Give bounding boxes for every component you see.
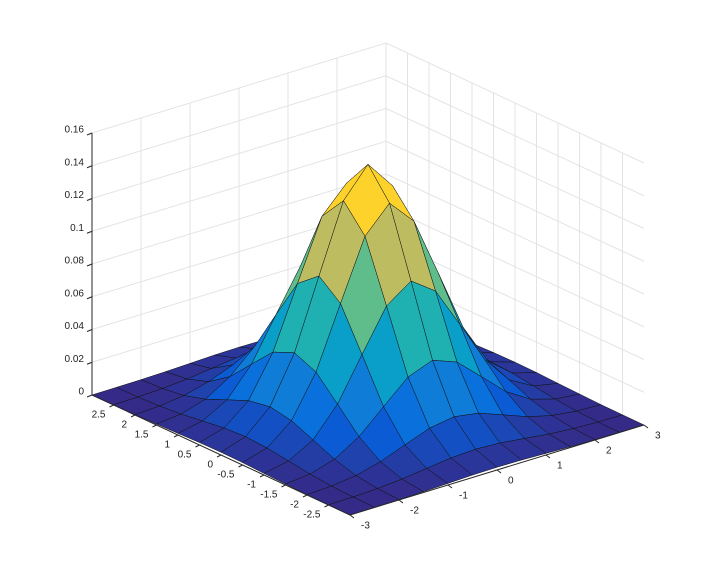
x-tick-label: 3 (655, 431, 661, 442)
x-tick-label: -1 (459, 491, 468, 502)
y-tick (152, 424, 157, 428)
y-tick-label: 0.5 (178, 450, 192, 461)
y-tick (195, 444, 200, 448)
z-tick (86, 165, 93, 169)
y-tick-label: 2.5 (92, 410, 106, 421)
y-tick (259, 474, 265, 478)
y-tick-label: 1.5 (135, 430, 149, 441)
z-tick-label: 0.08 (65, 256, 85, 267)
y-tick-label: -2 (290, 500, 299, 511)
z-tick (86, 263, 93, 267)
x-tick (545, 454, 551, 459)
x-tick (594, 439, 600, 444)
x-tick (398, 499, 404, 504)
z-tick-label: 0.06 (65, 288, 85, 299)
z-tick (86, 394, 93, 398)
z-tick-label: 0.1 (70, 223, 84, 234)
y-tick (324, 504, 329, 508)
x-tick-label: -3 (361, 521, 370, 532)
z-tick (86, 132, 93, 136)
y-tick-label: 1 (164, 440, 170, 451)
y-tick (109, 404, 114, 408)
y-tick-label: -2.5 (303, 510, 321, 521)
x-tick (349, 514, 355, 519)
z-tick (86, 361, 93, 365)
y-tick (130, 414, 136, 418)
z-tick-label: 0.04 (65, 321, 85, 332)
y-tick-label: 0 (207, 460, 213, 471)
y-tick (281, 484, 286, 488)
x-tick-label: 1 (557, 461, 563, 472)
z-tick (86, 329, 93, 332)
y-tick (302, 494, 308, 498)
y-tick (216, 454, 222, 458)
z-tick-label: 0.02 (65, 354, 85, 365)
x-tick (496, 469, 502, 474)
x-tick (447, 484, 453, 489)
y-tick-label: -0.5 (217, 470, 235, 481)
z-tick (86, 296, 93, 300)
y-tick-label: -1.5 (260, 490, 278, 501)
z-tick (86, 198, 93, 201)
z-tick-label: 0.14 (65, 157, 85, 168)
z-tick-label: 0.12 (65, 190, 85, 201)
z-tick-label: 0.16 (65, 125, 85, 136)
z-tick-label: 0 (78, 387, 84, 398)
x-tick-label: -2 (410, 506, 419, 517)
y-tick-label: -1 (247, 480, 256, 491)
y-tick (173, 434, 179, 438)
x-tick-label: 2 (606, 446, 612, 457)
z-grid-line (91, 42, 645, 164)
y-tick-label: 2 (121, 420, 127, 431)
x-tick (643, 424, 649, 429)
x-tick-label: 0 (508, 476, 514, 487)
y-tick (238, 464, 243, 468)
z-tick (86, 230, 93, 234)
